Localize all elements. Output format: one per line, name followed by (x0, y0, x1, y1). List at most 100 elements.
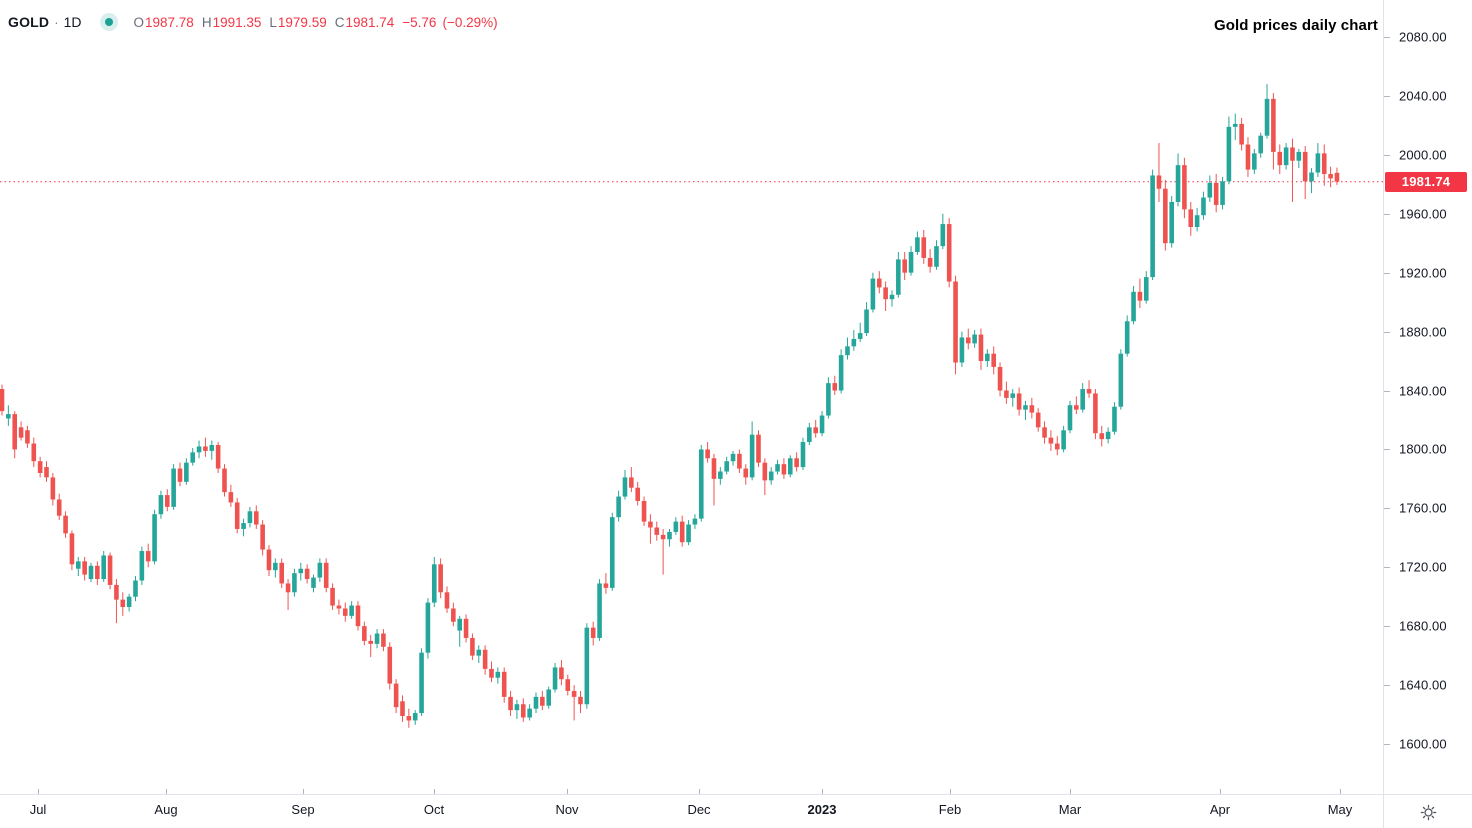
price-axis-label: 1640.00 (1399, 677, 1447, 693)
price-axis-label: 2040.00 (1399, 88, 1447, 104)
candle (69, 530, 75, 571)
candle (101, 551, 107, 582)
candle (145, 543, 151, 568)
candle (679, 515, 685, 547)
candle (1023, 400, 1028, 420)
candle (718, 467, 723, 485)
time-axis-tick (38, 789, 39, 794)
series-dot-icon (99, 13, 118, 31)
time-axis-label: Apr (1209, 802, 1231, 817)
price-axis-label: 1680.00 (1399, 618, 1447, 634)
candle (470, 633, 475, 661)
price-axis-tick (1384, 744, 1390, 745)
price-axis-label: 1600.00 (1399, 736, 1447, 752)
candle (826, 377, 831, 419)
candle (1143, 271, 1149, 304)
candle (1258, 132, 1263, 158)
candle (1201, 191, 1206, 220)
gear-icon (1420, 804, 1437, 820)
candle (1239, 118, 1244, 151)
candle (622, 470, 628, 500)
candle (1175, 153, 1181, 207)
ohlc-low: L1979.59 (269, 14, 327, 30)
candle (711, 453, 717, 506)
candle (794, 452, 799, 472)
candle (196, 440, 202, 459)
candle (927, 249, 933, 273)
ohlc-readout: O1987.78 H1991.35 L1979.59 C1981.74 −5.7… (134, 15, 504, 30)
candle (279, 558, 285, 588)
price-axis-label: 2000.00 (1399, 147, 1447, 163)
time-axis-label: 2023 (807, 802, 837, 817)
candle (965, 328, 971, 350)
price-axis-tick (1384, 154, 1390, 156)
price-axis-tick (1384, 626, 1390, 628)
price-axis-tick (1384, 213, 1390, 215)
axis-corner (1383, 794, 1472, 828)
candle (1213, 173, 1219, 213)
time-axis-tick (1070, 789, 1071, 794)
time-axis-tick (166, 789, 167, 794)
candle (50, 472, 56, 506)
candle (1074, 396, 1079, 415)
candle (1054, 436, 1060, 456)
price-axis[interactable]: 1981.74 2080.00 2040.00 2000.00 1960.00 1920… (1383, 0, 1472, 794)
axis-settings-button[interactable] (1418, 802, 1439, 823)
candle (171, 464, 176, 510)
candle (889, 290, 895, 307)
interval-value[interactable]: 1D (63, 14, 82, 30)
time-axis-tick (567, 789, 568, 794)
candle (234, 498, 240, 534)
candle (336, 599, 342, 615)
time-axis-label: Nov (555, 802, 579, 817)
time-axis-label: Aug (154, 802, 178, 817)
candle (56, 493, 62, 521)
candle (1067, 400, 1073, 434)
price-axis-tick (1384, 567, 1390, 569)
candle (1334, 167, 1340, 185)
candle (838, 349, 844, 394)
candle (876, 271, 882, 294)
candle (540, 690, 545, 711)
candle (934, 240, 939, 270)
candle (184, 458, 189, 485)
candle (654, 521, 660, 541)
price-axis-label: 1800.00 (1399, 441, 1447, 457)
candle (756, 430, 761, 468)
candle (667, 528, 672, 547)
price-axis-label: 1960.00 (1399, 206, 1447, 222)
candle (635, 481, 640, 506)
candle (775, 459, 780, 475)
candle (1169, 196, 1174, 248)
candle (851, 330, 857, 351)
time-axis-tick (1340, 789, 1341, 794)
time-axis-tick (822, 789, 823, 794)
candle (559, 660, 564, 686)
candle (908, 246, 914, 276)
candle (972, 330, 977, 348)
candle (1264, 84, 1270, 139)
candle (273, 558, 278, 578)
time-axis[interactable]: Jul Aug Sep Oct Nov Dec 2023 Feb Mar Apr May (0, 789, 1383, 828)
candle (260, 520, 265, 556)
candle (139, 546, 145, 585)
candle (864, 302, 869, 337)
candle (323, 558, 329, 593)
candle (1105, 427, 1111, 444)
symbol-legend: GOLD · 1D O1987.78 H1991.35 L1979.59 C19… (8, 11, 504, 33)
candle (0, 384, 5, 416)
candle (737, 449, 742, 473)
candle (915, 231, 920, 255)
candle (1220, 176, 1225, 210)
candle (896, 252, 901, 298)
time-axis-tick (1220, 789, 1221, 794)
candle (921, 229, 927, 264)
chart-canvas[interactable] (0, 0, 1383, 794)
candle (298, 562, 304, 581)
symbol-name[interactable]: GOLD (8, 14, 50, 30)
candle (406, 708, 412, 728)
change-percent: (−0.29%) (442, 14, 498, 30)
time-axis-tick (434, 789, 435, 794)
candle (222, 464, 227, 497)
